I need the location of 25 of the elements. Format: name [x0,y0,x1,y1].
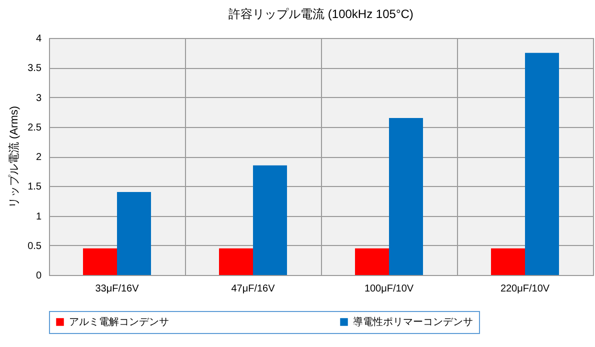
y-tick-label: 2.5 [28,122,42,134]
y-tick-label: 4 [36,34,42,44]
legend-label: アルミ電解コンデンサ [69,317,169,328]
legend-label: 導電性ポリマーコンデンサ [353,316,473,328]
bar [525,52,559,275]
x-tick-label: 33μF/16V [95,284,140,294]
bar [389,118,423,275]
y-tick-label: 0 [36,270,42,282]
bar [219,248,253,275]
bar [83,248,117,275]
y-axis-title: リップル電流 (Arms) [8,106,21,208]
x-tick-label: 47μF/16V [231,284,276,294]
chart-title: 許容リップル電流 (100kHz 105°C) [228,7,414,21]
bar [491,248,525,275]
y-tick-label: 3 [36,92,42,104]
y-tick-label: 2 [36,152,42,163]
x-tick-label: 220μF/10V [500,284,550,294]
x-tick-label: 100μF/10V [364,284,414,294]
bar [355,248,389,275]
y-tick-label: 1.5 [28,182,42,193]
y-tick-label: 1 [36,211,42,222]
y-tick-label: 0.5 [28,240,42,252]
bar [253,165,287,275]
y-tick-label: 3.5 [28,63,42,74]
bar [117,192,151,275]
